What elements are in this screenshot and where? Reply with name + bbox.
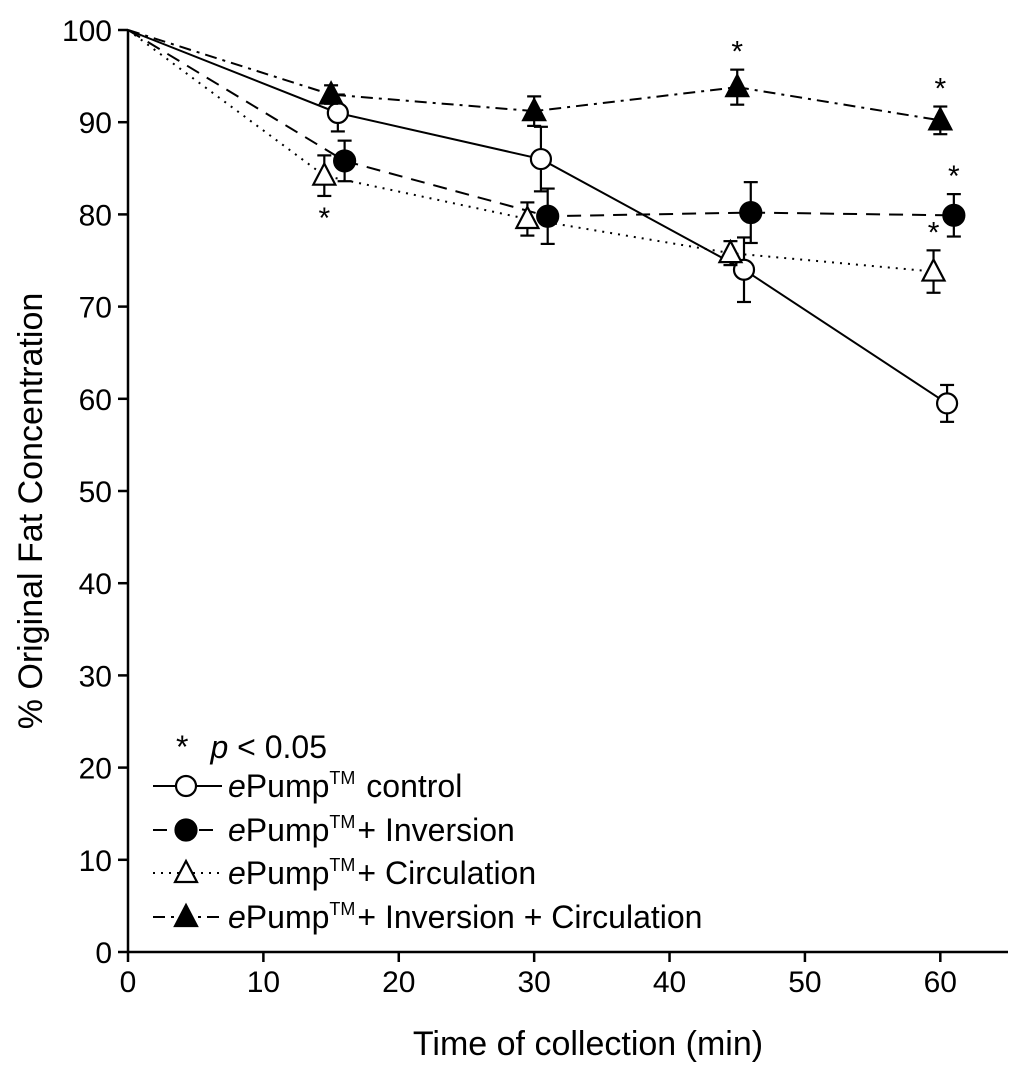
data-point [739, 200, 763, 225]
series-layer [127, 29, 966, 423]
data-point [724, 72, 751, 98]
legend-significance: * p < 0.05 [176, 729, 327, 765]
y-tick-label: 100 [62, 15, 112, 48]
legend-label: ePumpTM control [228, 768, 462, 804]
x-tick-label: 40 [653, 966, 686, 999]
data-point [529, 147, 553, 171]
significance-star: * [318, 202, 330, 235]
data-point [311, 161, 338, 186]
x-tick-label: 10 [247, 966, 280, 999]
data-point [942, 203, 966, 227]
y-tick-label: 20 [79, 753, 112, 786]
y-tick-label: 90 [79, 107, 112, 140]
x-axis-title: Time of collection (min) [413, 1025, 763, 1063]
legend-marker [173, 858, 199, 884]
data-point [732, 258, 756, 281]
data-point [514, 204, 541, 230]
axes: 0 10 20 30 40 50 60 0 10 20 30 40 50 60 70 80 90 100 [62, 15, 1008, 999]
x-tick-label: 30 [517, 966, 550, 999]
y-tick-label: 10 [79, 845, 112, 878]
data-point [920, 257, 947, 282]
legend-item-0: ePumpTM control [153, 768, 462, 804]
y-axis-title: % Original Fat Concentration [12, 293, 50, 730]
y-tick-label: 50 [79, 476, 112, 509]
y-tick-label: 80 [79, 199, 112, 232]
legend-label: ePumpTM+ Inversion + Circulation [228, 899, 702, 935]
y-tick-label: 40 [79, 568, 112, 601]
legend-item-3: ePumpTM+ Inversion + Circulation [153, 899, 702, 935]
legend-item-2: ePumpTM+ Circulation [153, 855, 536, 891]
data-point [318, 80, 344, 105]
data-point [717, 238, 744, 264]
series-0 [127, 29, 959, 423]
series-2 [127, 29, 947, 294]
data-point [536, 204, 560, 228]
y-tick-label: 30 [79, 660, 112, 693]
data-point [333, 149, 357, 173]
significance-markers: ** *** [318, 36, 960, 250]
data-point [935, 392, 959, 415]
series-3 [127, 29, 954, 136]
legend-marker [174, 774, 198, 798]
legend-marker [173, 902, 199, 928]
data-point [521, 96, 547, 122]
y-tick-label: 60 [79, 384, 112, 417]
legend-item-1: ePumpTM+ Inversion [153, 812, 515, 848]
x-tick-label: 50 [788, 966, 821, 999]
x-tick-label: 20 [382, 966, 415, 999]
significance-star: * [928, 216, 940, 249]
x-tick-label: 60 [924, 966, 957, 999]
significance-star: * [934, 73, 946, 106]
significance-star: * [731, 36, 743, 69]
y-tick-label: 70 [79, 292, 112, 325]
data-point [927, 105, 954, 131]
legend-marker [174, 818, 198, 842]
data-point [326, 101, 349, 125]
legend-label: ePumpTM+ Circulation [228, 855, 536, 891]
significance-star: * [948, 160, 960, 193]
series-1 [127, 29, 966, 246]
y-tick-label: 0 [95, 937, 112, 970]
x-tick-label: 0 [120, 966, 137, 999]
legend-label: ePumpTM+ Inversion [228, 812, 515, 848]
